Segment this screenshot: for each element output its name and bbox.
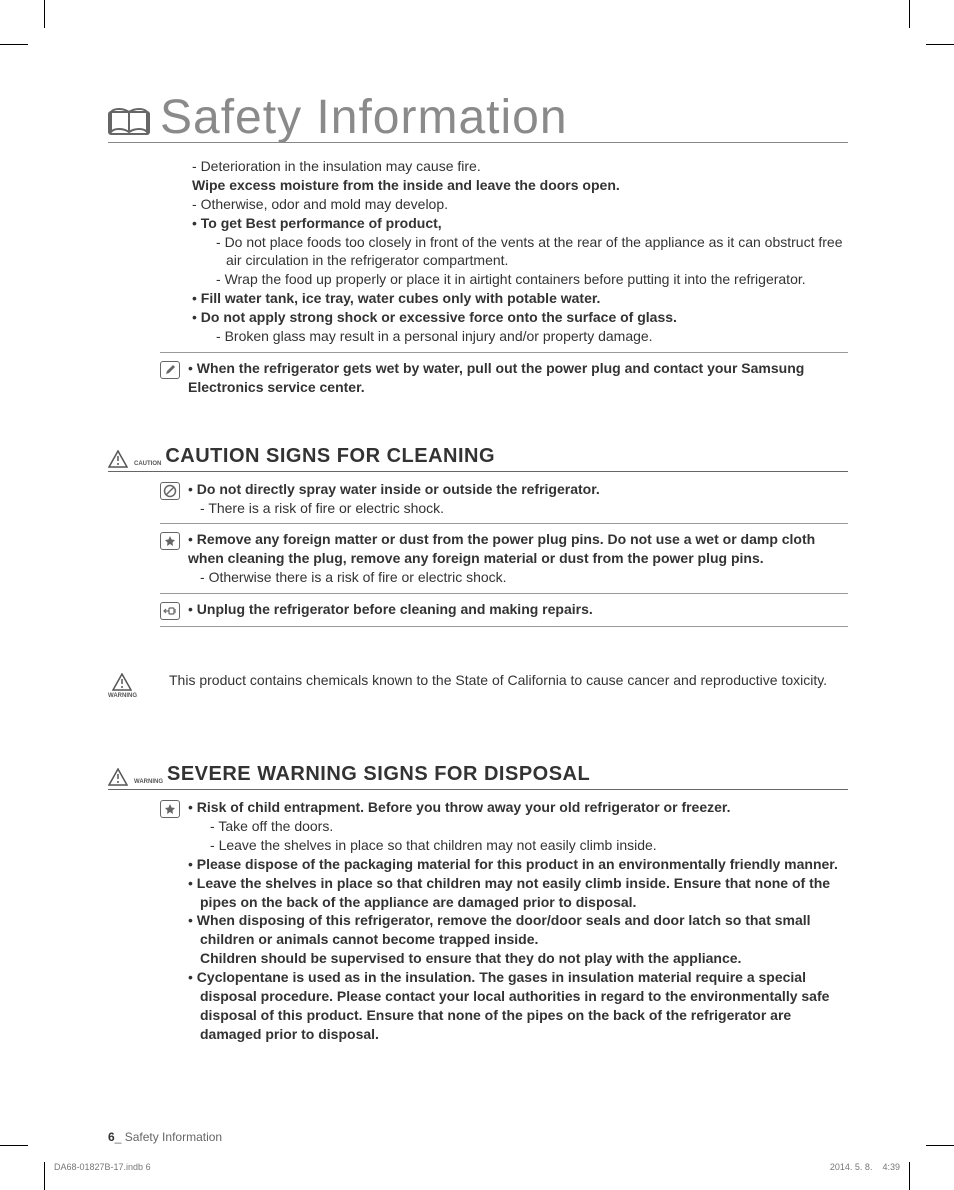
- print-date: 2014. 5. 8.: [830, 1162, 873, 1172]
- section-disposal-header: WARNING SEVERE WARNING SIGNS FOR DISPOSA…: [108, 763, 848, 790]
- text: When the refrigerator gets wet by water,…: [188, 360, 804, 395]
- bullet-item: • When disposing of this refrigerator, r…: [200, 911, 848, 968]
- text: Leave the shelves in place so that child…: [197, 875, 830, 910]
- bullet-item: • Do not apply strong shock or excessive…: [204, 308, 848, 327]
- text: Broken glass may result in a personal in…: [225, 328, 653, 344]
- bullet-item: • Leave the shelves in place so that chi…: [200, 874, 848, 912]
- text: Leave the shelves in place so that child…: [219, 837, 657, 853]
- sub-text: - Otherwise there is a risk of fire or e…: [188, 569, 507, 585]
- note-row: • When the refrigerator gets wet by wate…: [108, 359, 848, 397]
- section-cleaning-header: CAUTION CAUTION SIGNS FOR CLEANING: [108, 445, 848, 472]
- cleaning-row-1: • Do not directly spray water inside or …: [108, 480, 848, 518]
- row-content: • Unplug the refrigerator before cleanin…: [188, 600, 848, 619]
- pencil-icon: [160, 361, 180, 379]
- text: Do not directly spray water inside or ou…: [197, 481, 600, 497]
- row-content: • Do not directly spray water inside or …: [188, 480, 848, 518]
- warning-triangle-icon: [112, 673, 132, 691]
- crop-mark: [44, 0, 45, 28]
- text: Take off the doors.: [218, 818, 333, 834]
- section-heading: SEVERE WARNING SIGNS FOR DISPOSAL: [167, 763, 590, 786]
- sub-item: - Wrap the food up properly or place it …: [202, 270, 848, 289]
- crop-mark: [909, 0, 910, 28]
- caution-label: CAUTION: [134, 461, 161, 467]
- sub-item: - Do not place foods too closely in fron…: [202, 233, 848, 271]
- warning-symbol: WARNING: [108, 673, 141, 699]
- text: To get Best performance of product,: [201, 215, 442, 231]
- disposal-block: • Risk of child entrapment. Before you t…: [108, 798, 848, 1044]
- warning-label: WARNING: [134, 779, 163, 785]
- sub-item: - Leave the shelves in place so that chi…: [188, 836, 848, 855]
- star-icon: [160, 800, 180, 818]
- page-number: 6: [108, 1130, 115, 1144]
- page-content: Safety Information - Deterioration in th…: [108, 94, 848, 1044]
- text: Unplug the refrigerator before cleaning …: [197, 601, 593, 617]
- crop-mark: [44, 1162, 45, 1190]
- divider: [160, 593, 848, 594]
- warning-triangle-icon: [108, 768, 128, 786]
- caution-triangle-icon: [108, 450, 128, 468]
- text-line: - Otherwise, odor and mold may develop.: [192, 195, 848, 214]
- text: Risk of child entrapment. Before you thr…: [197, 799, 731, 815]
- print-time: 4:39: [882, 1162, 900, 1172]
- text: Fill water tank, ice tray, water cubes o…: [201, 290, 601, 306]
- text: Wrap the food up properly or place it in…: [225, 271, 806, 287]
- prohibit-icon: [160, 482, 180, 500]
- print-datetime: 2014. 5. 8. 4:39: [830, 1162, 900, 1172]
- section-heading: CAUTION SIGNS FOR CLEANING: [165, 445, 495, 468]
- note-content: • When the refrigerator gets wet by wate…: [188, 359, 848, 397]
- footer-section-name: Safety Information: [125, 1130, 222, 1144]
- text: Please dispose of the packaging material…: [197, 856, 838, 872]
- page-title: Safety Information: [160, 94, 568, 142]
- sub-item: - Broken glass may result in a personal …: [192, 327, 848, 346]
- bullet-item: • To get Best performance of product,: [204, 214, 848, 233]
- text: When disposing of this refrigerator, rem…: [197, 912, 811, 947]
- crop-mark: [926, 44, 954, 45]
- text-line: Wipe excess moisture from the inside and…: [192, 176, 848, 195]
- text: Do not place foods too closely in front …: [225, 234, 843, 269]
- intro-block: - Deterioration in the insulation may ca…: [108, 157, 848, 346]
- bullet-item: • Fill water tank, ice tray, water cubes…: [204, 289, 848, 308]
- disposal-content: • Risk of child entrapment. Before you t…: [188, 798, 848, 1044]
- crop-mark: [926, 1145, 954, 1146]
- text-line: - Deterioration in the insulation may ca…: [192, 157, 848, 176]
- text: Otherwise, odor and mold may develop.: [201, 196, 448, 212]
- unplug-icon: [160, 602, 180, 620]
- warning-label: WARNING: [108, 693, 137, 699]
- california-warning: WARNING This product contains chemicals …: [108, 671, 848, 699]
- divider: [160, 352, 848, 353]
- crop-mark: [0, 44, 28, 45]
- crop-mark: [909, 1162, 910, 1190]
- bullet-item: • Please dispose of the packaging materi…: [200, 855, 848, 874]
- crop-mark: [0, 1145, 28, 1146]
- star-icon: [160, 532, 180, 550]
- text: Cyclopentane is used as in the insulatio…: [197, 969, 830, 1042]
- text: There is a risk of fire or electric shoc…: [208, 500, 444, 516]
- print-file: DA68-01827B-17.indb 6: [54, 1162, 151, 1172]
- bullet-item: • Cyclopentane is used as in the insulat…: [200, 968, 848, 1044]
- cleaning-row-2: • Remove any foreign matter or dust from…: [108, 530, 848, 587]
- california-text: This product contains chemicals known to…: [153, 671, 848, 690]
- sub-text: - There is a risk of fire or electric sh…: [188, 500, 444, 516]
- book-icon: [108, 106, 150, 136]
- divider: [160, 626, 848, 627]
- print-meta: DA68-01827B-17.indb 6 2014. 5. 8. 4:39: [54, 1162, 900, 1172]
- text: Remove any foreign matter or dust from t…: [188, 531, 815, 566]
- row-content: • Remove any foreign matter or dust from…: [188, 530, 848, 587]
- text: Children should be supervised to ensure …: [200, 950, 741, 966]
- text: Otherwise there is a risk of fire or ele…: [209, 569, 507, 585]
- text: Do not apply strong shock or excessive f…: [201, 309, 677, 325]
- divider: [160, 523, 848, 524]
- bullet-item: • Risk of child entrapment. Before you t…: [200, 798, 848, 817]
- page-title-row: Safety Information: [108, 94, 848, 143]
- sub-item: - Take off the doors.: [188, 817, 848, 836]
- cleaning-row-3: • Unplug the refrigerator before cleanin…: [108, 600, 848, 620]
- text: Deterioration in the insulation may caus…: [201, 158, 481, 174]
- page-footer: 6_ Safety Information: [108, 1130, 222, 1144]
